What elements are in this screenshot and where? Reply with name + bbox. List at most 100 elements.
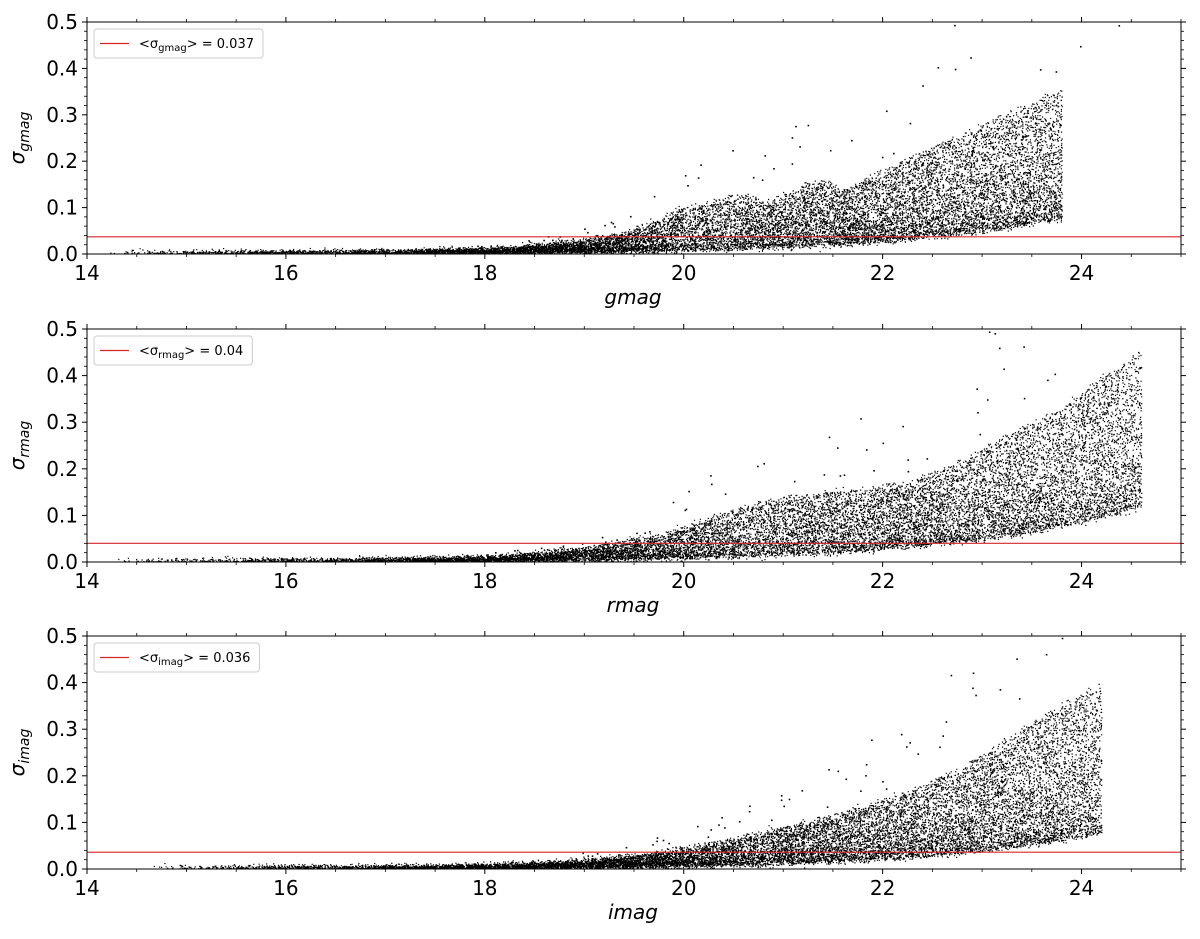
outlier-point (1055, 71, 1058, 73)
outlier-point (826, 806, 829, 808)
outlier-point (945, 721, 948, 723)
outlier-point (710, 475, 712, 477)
x-tick-label: 18 (472, 261, 497, 285)
outlier-point (970, 57, 972, 59)
outlier-point (748, 810, 751, 813)
panel-rmag: 14 16 18 20 22 240.00.10.20.30.40.5rmagσrmag<… (5, 317, 1186, 617)
outlier-point (900, 733, 903, 736)
y-tick-label: 0.2 (46, 149, 78, 173)
y-axis-label-symbol: σ (5, 762, 29, 776)
legend-label-suffix: > = 0.037 (187, 37, 254, 52)
y-tick-label: 0.4 (46, 56, 78, 80)
outlier-point (547, 862, 550, 864)
outlier-point (771, 819, 773, 822)
outlier-point (601, 536, 604, 539)
outlier-point (724, 493, 727, 495)
outlier-point (909, 742, 911, 744)
outlier-point (882, 781, 884, 783)
x-tick-label: 18 (472, 876, 497, 900)
outlier-point (860, 790, 862, 792)
outlier-point (909, 122, 912, 125)
outlier-point (697, 177, 700, 179)
legend: <σgmag> = 0.037 (93, 28, 264, 59)
outlier-point (823, 474, 826, 476)
x-axis-label: imag (608, 900, 658, 924)
y-tick-label: 0.1 (46, 810, 78, 834)
outlier-point (571, 859, 573, 862)
outlier-point (1003, 368, 1005, 371)
outlier-point (845, 778, 848, 781)
outlier-point (587, 231, 589, 234)
outlier-point (649, 531, 651, 533)
outlier-point (572, 238, 574, 240)
outlier-point (511, 861, 514, 864)
outlier-point (604, 224, 606, 227)
outlier-point (860, 418, 862, 420)
outlier-point (584, 228, 586, 230)
y-tick-label: 0.3 (46, 410, 78, 434)
outlier-point (828, 436, 831, 439)
outlier-point (939, 746, 941, 749)
x-tick-label: 14 (74, 876, 99, 900)
y-tick-label: 0.5 (46, 10, 78, 34)
outlier-point (535, 243, 538, 245)
outlier-point (999, 689, 1002, 691)
x-tick-label: 20 (671, 569, 696, 593)
outlier-point (552, 239, 554, 242)
outlier-point (773, 168, 775, 170)
outlier-point (656, 837, 659, 839)
outlier-point (458, 248, 461, 250)
outlier-point (871, 739, 873, 742)
outlier-point (873, 470, 875, 472)
y-axis-label-subscript: gmag (17, 112, 33, 152)
outlier-point (1061, 637, 1064, 640)
scatter-points (118, 351, 1143, 562)
outlier-point (866, 449, 868, 451)
y-axis-label-symbol: σ (5, 150, 29, 164)
outlier-point (791, 137, 794, 139)
legend-label: <σrmag> = 0.04 (139, 344, 243, 361)
x-tick-label: 22 (870, 876, 895, 900)
outlier-point (504, 863, 507, 865)
outlier-point (560, 241, 563, 243)
outlier-point (459, 556, 461, 558)
x-tick-label: 22 (870, 261, 895, 285)
outlier-point (801, 790, 804, 792)
y-axis-label: σgmag (5, 112, 33, 165)
legend-box (93, 28, 264, 59)
outlier-point (942, 735, 944, 737)
outlier-point (881, 156, 884, 159)
legend-label-suffix: > = 0.036 (183, 651, 250, 666)
x-tick-label: 16 (273, 876, 298, 900)
outlier-point (788, 798, 791, 801)
outlier-point (1018, 698, 1021, 700)
outlier-point (466, 554, 469, 557)
outlier-point (764, 155, 766, 157)
y-tick-label: 0.5 (46, 624, 78, 648)
outlier-point (780, 795, 783, 797)
outlier-point (510, 861, 513, 864)
legend-label-subscript: imag (158, 657, 183, 668)
outlier-point (710, 829, 712, 831)
y-tick-label: 0.1 (46, 503, 78, 527)
outlier-point (994, 333, 997, 335)
outlier-point (587, 855, 590, 857)
outlier-point (460, 558, 462, 560)
y-axis-label: σimag (5, 729, 33, 777)
outlier-point (783, 805, 785, 808)
outlier-point (582, 852, 584, 855)
outlier-point (687, 185, 689, 187)
outlier-point (761, 179, 764, 181)
legend-label-prefix: <σ (139, 344, 158, 359)
outlier-point (684, 509, 687, 512)
outlier-point (481, 245, 483, 248)
outlier-point (625, 846, 628, 849)
outlier-point (752, 176, 755, 179)
outlier-point (543, 239, 545, 242)
outlier-point (514, 550, 516, 552)
outlier-point (749, 805, 751, 808)
legend: <σimag> = 0.036 (93, 642, 260, 673)
outlier-point (977, 412, 979, 414)
panel-gmag: 14 16 18 20 22 240.00.10.20.30.40.5gmagσgmag<… (5, 10, 1186, 309)
y-tick-label: 0.1 (46, 196, 78, 220)
